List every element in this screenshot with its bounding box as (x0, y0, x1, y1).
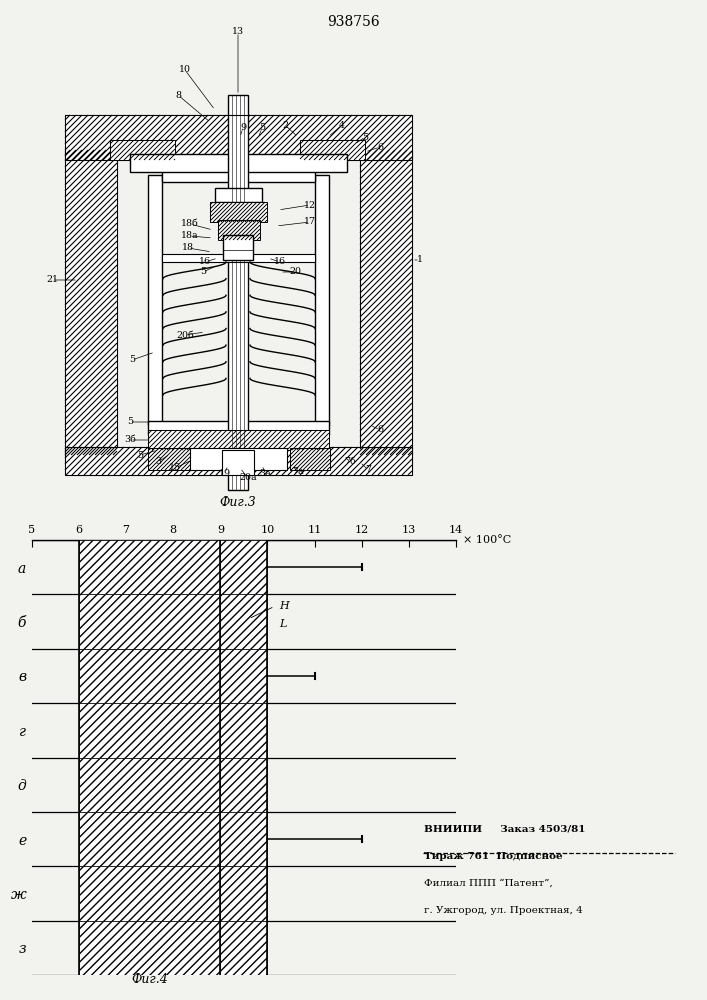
Bar (221, 812, 267, 866)
Text: 17: 17 (304, 218, 316, 227)
Text: 9: 9 (240, 123, 246, 132)
Bar (162, 170, 315, 182)
Bar (79, 594, 221, 649)
Text: 20б: 20б (176, 330, 194, 340)
Bar (300, 140, 365, 160)
Text: 1: 1 (417, 255, 423, 264)
Text: × 100°C: × 100°C (463, 535, 511, 545)
Bar (221, 649, 267, 703)
Text: 5: 5 (127, 418, 133, 426)
Bar (148, 448, 193, 470)
Bar (65, 150, 117, 455)
Bar (79, 758, 221, 812)
Bar (110, 140, 175, 160)
Bar (221, 594, 267, 649)
Bar (79, 540, 221, 594)
Text: 5: 5 (137, 450, 143, 460)
Bar (315, 175, 329, 425)
Bar (79, 649, 221, 703)
Text: 938756: 938756 (327, 15, 380, 29)
Bar (148, 421, 329, 435)
Bar (190, 448, 287, 470)
Bar (221, 866, 267, 921)
Text: 5: 5 (259, 123, 265, 132)
Bar (162, 254, 315, 262)
Text: Фиг.4: Фиг.4 (132, 973, 168, 986)
Text: 2: 2 (282, 120, 288, 129)
Text: 7: 7 (365, 466, 371, 475)
Text: 16: 16 (199, 257, 211, 266)
Bar (222, 450, 254, 475)
Bar (221, 703, 267, 758)
Text: 21: 21 (46, 275, 58, 284)
Text: 18: 18 (182, 243, 194, 252)
Text: H: H (279, 601, 289, 611)
Text: 18а: 18а (181, 232, 199, 240)
Text: 10: 10 (179, 66, 191, 75)
Bar (148, 175, 162, 425)
Text: 16: 16 (274, 257, 286, 266)
Bar (290, 448, 330, 470)
Text: 5: 5 (200, 267, 206, 276)
Bar (228, 95, 248, 490)
Text: L: L (279, 619, 286, 629)
Text: 3а: 3а (259, 468, 271, 478)
Text: Фиг.3: Фиг.3 (220, 495, 257, 508)
Bar (148, 430, 329, 450)
Bar (79, 812, 221, 866)
Bar (221, 540, 267, 594)
Text: 8: 8 (175, 91, 181, 100)
Text: 13: 13 (232, 27, 244, 36)
Text: г. Ужгород, ул. Проектная, 4: г. Ужгород, ул. Проектная, 4 (424, 906, 583, 915)
Bar (79, 921, 221, 975)
Bar (65, 115, 412, 160)
Text: 20а: 20а (239, 474, 257, 483)
Text: 3: 3 (155, 458, 161, 466)
Bar (79, 703, 221, 758)
Bar (360, 150, 412, 455)
Text: 5: 5 (362, 132, 368, 141)
Text: 6: 6 (377, 426, 383, 434)
Text: 19: 19 (219, 468, 231, 478)
Text: 20: 20 (289, 267, 301, 276)
Text: 5: 5 (129, 356, 135, 364)
Text: 12: 12 (304, 200, 316, 210)
Text: 6: 6 (377, 142, 383, 151)
Bar (221, 921, 267, 975)
Bar (79, 866, 221, 921)
Bar (221, 758, 267, 812)
Text: 7б: 7б (344, 458, 356, 466)
Bar (130, 154, 347, 172)
Bar (215, 188, 262, 202)
Bar (223, 235, 253, 260)
Bar (210, 202, 267, 222)
Text: 7а: 7а (292, 468, 304, 477)
Bar (65, 447, 412, 475)
Text: Тираж 761  Подписное: Тираж 761 Подписное (424, 852, 563, 861)
Text: 18б: 18б (181, 220, 199, 229)
Text: ВНИИПИ     Заказ 4503/81: ВНИИПИ Заказ 4503/81 (424, 825, 585, 834)
Text: 15: 15 (169, 464, 181, 473)
Text: 3б: 3б (124, 436, 136, 444)
Bar (218, 220, 260, 240)
Text: 4: 4 (339, 120, 345, 129)
Text: Филиал ППП “Патент”,: Филиал ППП “Патент”, (424, 879, 553, 888)
